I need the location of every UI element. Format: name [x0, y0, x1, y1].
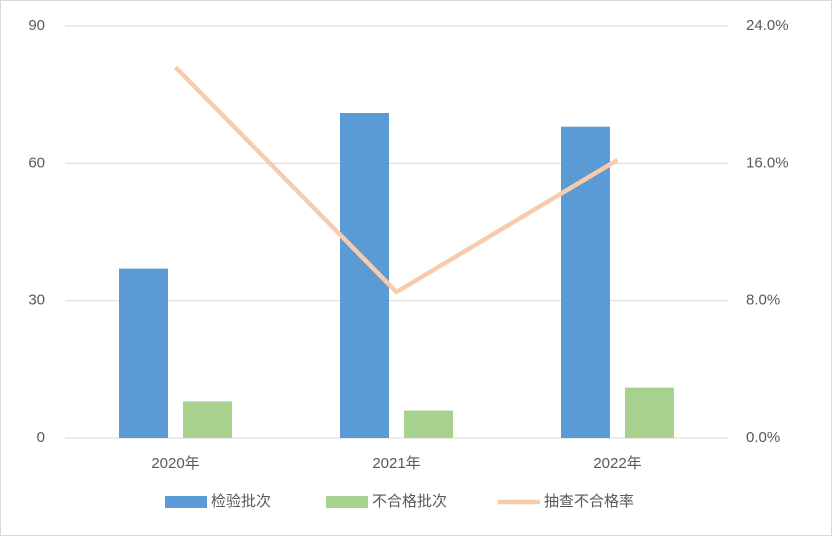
- x-tick-label: 2022年: [593, 455, 641, 472]
- y2-tick-label: 0.0%: [746, 429, 780, 446]
- legend-swatch: [165, 496, 207, 508]
- bar: [625, 387, 674, 438]
- legend-label: 不合格批次: [372, 493, 447, 510]
- line: [173, 65, 619, 295]
- legend-label: 检验批次: [211, 493, 271, 510]
- bar: [404, 410, 453, 438]
- y2-tick-label: 24.0%: [746, 17, 789, 34]
- x-tick-label: 2020年: [151, 455, 199, 472]
- y-tick-label: 0: [37, 429, 45, 446]
- bar: [119, 268, 168, 438]
- y-tick-label: 60: [28, 154, 45, 171]
- y-tick-label: 30: [28, 292, 45, 309]
- y2-tick-label: 8.0%: [746, 292, 780, 309]
- bar: [183, 401, 232, 438]
- legend-swatch: [326, 496, 368, 508]
- x-tick-label: 2021年: [372, 455, 420, 472]
- legend-label: 抽查不合格率: [544, 493, 634, 510]
- y-tick-label: 90: [28, 17, 45, 34]
- y2-tick-label: 16.0%: [746, 154, 789, 171]
- bar: [561, 126, 610, 438]
